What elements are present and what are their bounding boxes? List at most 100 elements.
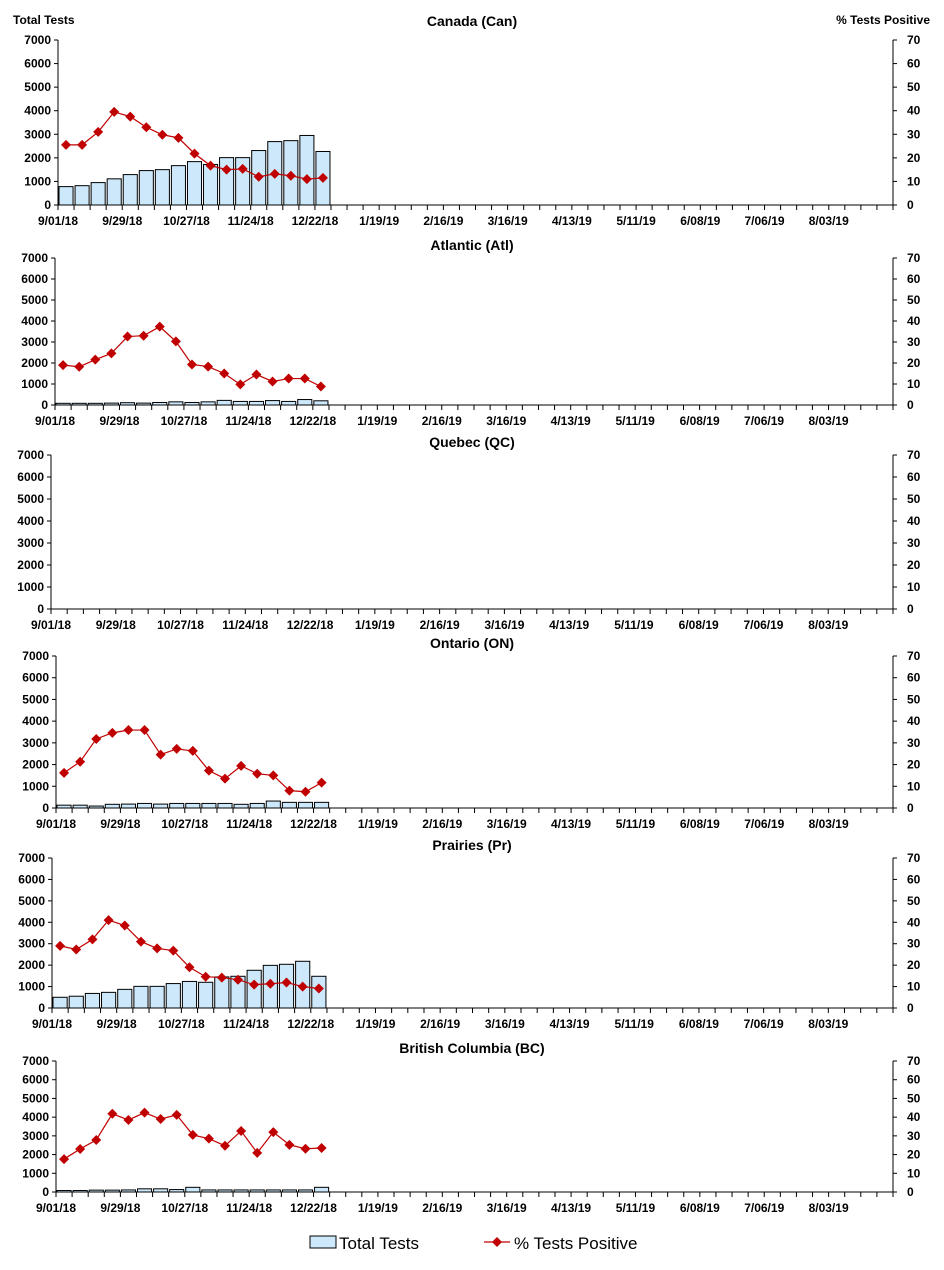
right-tick-label: 10 <box>907 174 921 188</box>
right-tick-label: 50 <box>907 1091 921 1105</box>
right-tick-label: 60 <box>907 470 921 484</box>
bar-total-tests <box>149 985 165 1009</box>
x-tick-label: 12/22/18 <box>287 618 334 632</box>
left-tick-label: 2000 <box>21 356 48 370</box>
pct-positive-point <box>152 943 163 954</box>
legend-label-total-tests: Total Tests <box>339 1234 419 1253</box>
right-tick-label: 0 <box>907 1185 914 1199</box>
left-tick-label: 6000 <box>17 470 44 484</box>
x-tick-label: 3/16/19 <box>487 1201 527 1215</box>
right-tick-label: 20 <box>907 958 921 972</box>
bar-total-tests <box>138 170 154 206</box>
x-tick-label: 3/16/19 <box>488 214 528 228</box>
x-tick-label: 9/29/18 <box>102 214 142 228</box>
pct-positive-point <box>91 1134 102 1145</box>
pct-positive-point <box>237 163 248 174</box>
pct-positive-point <box>139 1107 150 1118</box>
x-tick-label: 11/24/18 <box>226 1201 272 1215</box>
right-tick-label: 50 <box>907 894 921 908</box>
pct-positive-point <box>284 1139 295 1150</box>
right-tick-label: 10 <box>907 980 921 994</box>
left-tick-label: 5000 <box>24 80 51 94</box>
right-tick-label: 0 <box>907 198 914 212</box>
pct-positive-point <box>236 760 247 771</box>
left-tick-label: 6000 <box>21 272 48 286</box>
legend-bar-swatch <box>309 1235 337 1249</box>
x-tick-label: 5/11/19 <box>616 817 656 831</box>
pct-positive-point <box>123 1114 134 1125</box>
pct-positive-point <box>219 368 230 379</box>
left-tick-label: 2000 <box>24 151 51 165</box>
pct-positive-point <box>265 978 276 989</box>
pct-positive-point <box>221 164 232 175</box>
right-tick-label: 50 <box>907 692 921 706</box>
pct-positive-point <box>281 977 292 988</box>
pct-positive-point <box>91 733 102 744</box>
x-tick-label: 2/16/19 <box>423 214 463 228</box>
pct-positive-point <box>109 106 120 117</box>
right-tick-label: 70 <box>907 33 921 47</box>
right-tick-label: 40 <box>907 915 921 929</box>
pct-positive-point <box>170 336 181 347</box>
x-tick-label: 2/16/19 <box>422 817 462 831</box>
x-tick-label: 8/03/19 <box>808 1017 848 1031</box>
x-tick-label: 9/01/18 <box>32 1017 72 1031</box>
x-tick-label: 12/22/18 <box>290 1201 337 1215</box>
right-tick-label: 0 <box>907 801 914 815</box>
pct-positive-point <box>285 170 296 181</box>
x-tick-label: 7/06/19 <box>745 214 785 228</box>
x-tick-label: 5/11/19 <box>616 1201 656 1215</box>
right-tick-label: 0 <box>907 398 914 412</box>
left-tick-label: 7000 <box>22 649 49 663</box>
right-tick-label: 70 <box>907 251 921 265</box>
x-tick-label: 8/03/19 <box>808 618 848 632</box>
right-tick-label: 20 <box>907 356 921 370</box>
pct-positive-point <box>171 1109 182 1120</box>
left-tick-label: 1000 <box>21 377 48 391</box>
left-tick-label: 3000 <box>22 736 49 750</box>
left-tick-label: 3000 <box>17 536 44 550</box>
x-tick-label: 11/24/18 <box>222 618 268 632</box>
left-tick-label: 0 <box>41 398 48 412</box>
panel-quebec-qc: Quebec (QC) 0 1000 2000 3000 4000 5000 6000 7000… <box>17 434 920 632</box>
left-tick-label: 7000 <box>22 1054 49 1068</box>
pct-positive-point <box>141 122 152 133</box>
pct-positive-point <box>317 172 328 183</box>
pct-positive-point <box>252 768 263 779</box>
bar-total-tests <box>201 802 217 809</box>
right-tick-label: 30 <box>907 937 921 951</box>
bar-total-tests <box>314 1186 330 1193</box>
x-tick-label: 10/27/18 <box>161 1201 208 1215</box>
bar-total-tests <box>216 399 232 406</box>
pct-positive-point <box>93 126 104 137</box>
x-tick-label: 9/29/18 <box>96 618 136 632</box>
bar-total-tests <box>84 992 101 1009</box>
pct-positive-point <box>232 974 243 985</box>
bar-total-tests <box>185 1186 201 1193</box>
bar-total-tests <box>186 161 203 206</box>
left-tick-label: 2000 <box>22 758 49 772</box>
left-tick-label: 3000 <box>18 937 45 951</box>
pct-positive-point <box>189 148 200 159</box>
pct-positive-point <box>139 725 150 736</box>
left-tick-label: 3000 <box>22 1129 49 1143</box>
right-tick-label: 40 <box>907 104 921 118</box>
bar-total-tests <box>101 991 117 1009</box>
x-tick-label: 8/03/19 <box>809 817 849 831</box>
panel-atlantic-atl: Atlantic (Atl) 0 1000 2000 3000 4000 5000 6000 7… <box>21 237 920 428</box>
pct-positive-point <box>75 756 86 767</box>
left-tick-label: 4000 <box>22 1110 49 1124</box>
right-tick-label: 60 <box>907 671 921 685</box>
bar-total-tests <box>104 803 120 809</box>
pct-positive-point <box>106 348 117 359</box>
bar-total-tests <box>248 400 264 406</box>
pct-positive-point <box>55 940 66 951</box>
x-tick-label: 10/27/18 <box>157 618 204 632</box>
pct-positive-point <box>268 770 279 781</box>
pct-positive-point <box>157 129 168 140</box>
bar-total-tests <box>154 169 170 206</box>
left-axis-label: Total Tests <box>13 13 75 27</box>
pct-positive-point <box>203 361 214 372</box>
x-tick-label: 8/03/19 <box>809 414 849 428</box>
pct-positive-point <box>187 745 198 756</box>
